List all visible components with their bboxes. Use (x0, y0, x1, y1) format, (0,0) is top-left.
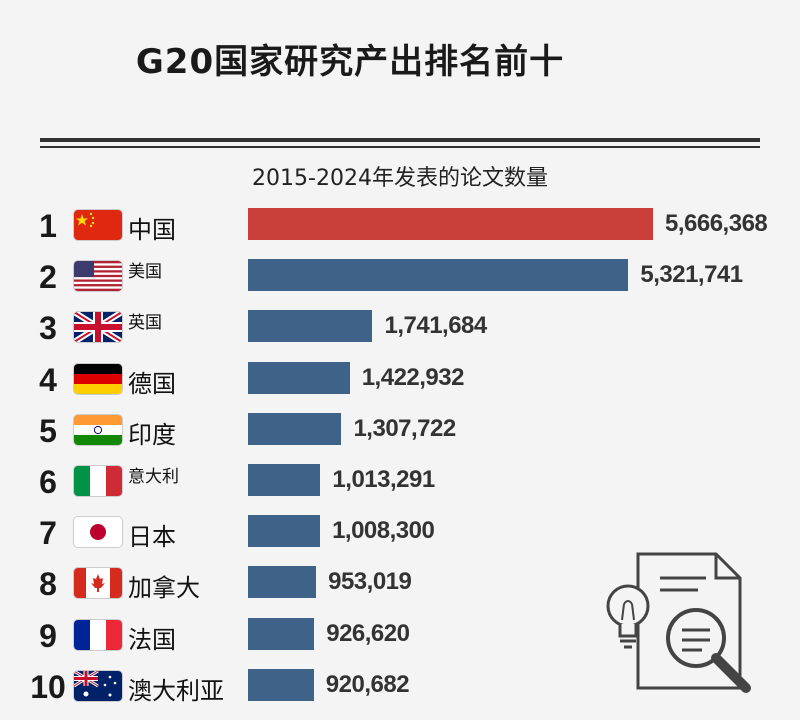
value-label: 1,008,300 (332, 517, 435, 545)
rank-label: 2 (39, 259, 57, 296)
usa-flag-icon (74, 261, 122, 292)
uk-flag-icon (74, 312, 122, 343)
chart-row: 3 英国 1,741,684 (0, 306, 800, 346)
chart-row: 7 日本 1,008,300 (0, 511, 800, 551)
rank-label: 4 (39, 361, 57, 398)
country-label: 法国 (128, 625, 176, 654)
chart-row: 5 印度 1,307,722 (0, 409, 800, 449)
rank-label: 9 (39, 617, 57, 654)
country-label: 英国 (128, 313, 162, 334)
chart-row: 10 澳大利亚 920,682 (0, 665, 800, 705)
chart-row: 4 德国 1,422,932 (0, 358, 800, 398)
bar (248, 566, 317, 599)
bar (248, 208, 653, 240)
country-label: 中国 (128, 216, 176, 244)
rank-label: 3 (39, 310, 57, 347)
germany-flag-icon (74, 363, 122, 394)
chart-subtitle: 2015-2024年发表的论文数量 (252, 166, 548, 191)
france-flag-icon (74, 619, 122, 650)
chart-row: 2 美国 5,321,741 (0, 255, 800, 295)
rank-label: 7 (39, 515, 57, 552)
rank-label: 5 (39, 412, 57, 449)
chart-row: 8 加拿大 953,019 (0, 562, 800, 602)
bar (248, 515, 321, 548)
chart-row: 1 中国 5,666,368 (0, 204, 800, 244)
value-label: 953,019 (328, 568, 412, 596)
country-label: 美国 (128, 262, 162, 283)
divider-thick (40, 138, 760, 142)
italy-flag-icon (74, 466, 122, 496)
rank-label: 8 (39, 566, 57, 603)
bar (248, 617, 315, 650)
rank-label: 6 (39, 464, 57, 500)
rank-label: 10 (30, 668, 66, 705)
value-label: 1,013,291 (332, 466, 435, 493)
country-label: 德国 (128, 369, 176, 398)
value-label: 926,620 (326, 619, 410, 647)
bar (248, 310, 373, 343)
australia-flag-icon (74, 670, 122, 701)
japan-flag-icon (74, 517, 122, 548)
bar (248, 464, 321, 496)
bar (248, 412, 342, 445)
china-flag-icon (74, 210, 122, 240)
country-label: 意大利 (128, 467, 179, 487)
chart-row: 9 法国 926,620 (0, 614, 800, 654)
chart-title: G20国家研究产出排名前十 (135, 42, 565, 82)
value-label: 920,682 (325, 670, 410, 698)
canada-flag-icon (74, 568, 122, 599)
divider-thin (40, 146, 760, 148)
country-label: 日本 (128, 523, 176, 552)
value-label: 1,307,722 (353, 414, 456, 442)
rank-label: 1 (39, 208, 57, 244)
bar (248, 668, 314, 701)
chart-row: 6 意大利 1,013,291 (0, 460, 800, 500)
bar (248, 259, 629, 292)
country-label: 加拿大 (128, 574, 200, 603)
value-label: 1,422,932 (361, 363, 465, 391)
india-flag-icon (74, 414, 122, 445)
value-label: 1,741,684 (384, 312, 487, 340)
bar (248, 361, 350, 394)
country-label: 澳大利亚 (128, 676, 224, 705)
value-label: 5,321,741 (640, 261, 743, 289)
document-search-icon (606, 552, 751, 693)
value-label: 5,666,368 (665, 210, 768, 237)
country-label: 印度 (128, 420, 176, 449)
